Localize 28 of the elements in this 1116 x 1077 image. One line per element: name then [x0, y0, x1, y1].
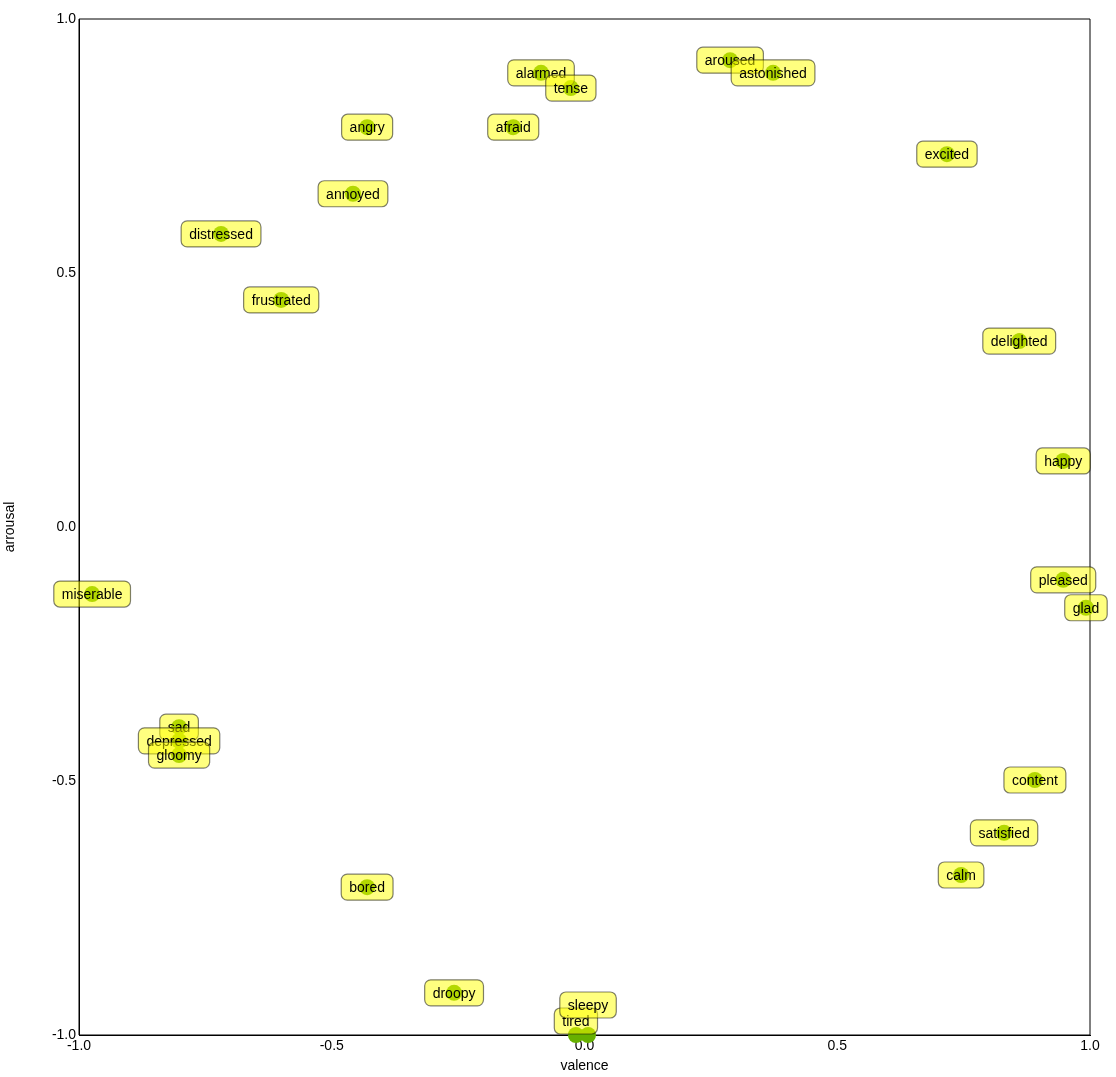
x-tick-label: 1.0 [1080, 1037, 1100, 1054]
annotation: alarmed [515, 64, 567, 81]
annotation: tired [562, 1012, 590, 1029]
y-tick-label: 0.0 [56, 517, 77, 534]
annotation: pleased [1038, 571, 1088, 588]
annotation: happy [1044, 452, 1083, 469]
annotation: afraid [495, 119, 531, 136]
annotation: satisfied [978, 824, 1030, 841]
annotation: angry [349, 119, 385, 136]
annotation: bored [349, 879, 386, 896]
annotation: content [1011, 771, 1058, 788]
y-tick-label: 1.0 [56, 9, 77, 26]
annotation: droopy [432, 984, 476, 1001]
x-axis-title: valence [560, 1057, 609, 1074]
y-tick-label: 0.5 [56, 263, 77, 280]
y-axis-title: arrousal [1, 501, 18, 553]
annotation: distressed [189, 225, 253, 242]
x-tick-label: 0.5 [827, 1037, 848, 1054]
y-tick-label: -0.5 [51, 771, 77, 788]
annotation: frustrated [251, 291, 311, 308]
annotation: delighted [990, 332, 1048, 349]
annotation: miserable [61, 585, 123, 602]
annotation: sleepy [567, 996, 609, 1013]
annotation: tense [553, 79, 589, 96]
annotation: annoyed [326, 185, 380, 202]
annotation: gloomy [156, 746, 202, 763]
annotation: excited [924, 145, 970, 162]
x-tick-label: -0.5 [319, 1037, 345, 1054]
